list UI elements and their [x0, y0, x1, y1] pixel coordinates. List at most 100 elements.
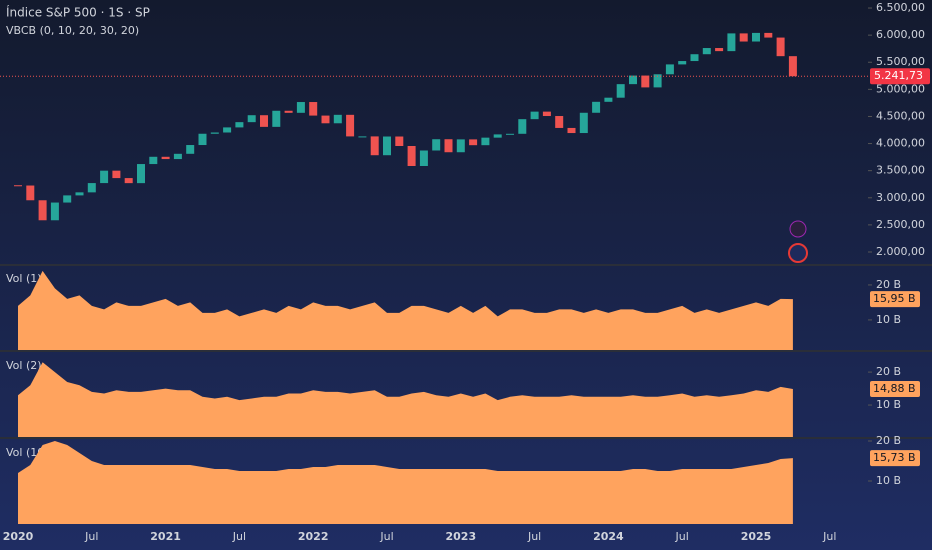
candle [456, 139, 465, 153]
flag-icon[interactable] [788, 243, 808, 263]
candle [223, 127, 232, 133]
candle [14, 185, 22, 187]
candle [776, 37, 785, 57]
candle [198, 133, 207, 146]
x-tick-label: 2024 [593, 530, 624, 543]
candle [333, 114, 342, 124]
y-tick-label: 3.500,00 [876, 164, 925, 177]
value-tag [870, 450, 920, 467]
candle [432, 139, 441, 151]
value-tag-label: 14,88 B [873, 382, 916, 395]
pane-title: Vol (1) [6, 272, 42, 285]
candle [247, 115, 256, 123]
indicator-label: VBCB (0, 10, 20, 30, 20) [6, 24, 139, 37]
candle [87, 183, 96, 193]
candle [579, 112, 588, 134]
x-tick-label: Jul [822, 530, 836, 543]
candle [112, 170, 121, 179]
candle [493, 134, 502, 138]
x-tick-label: 2025 [741, 530, 772, 543]
candle [321, 115, 330, 124]
y-tick-label: 10 B [876, 474, 901, 487]
candle [542, 111, 551, 117]
candle [63, 195, 72, 203]
candle [530, 111, 539, 120]
candle [346, 114, 355, 137]
y-tick-label: 2.500,00 [876, 218, 925, 231]
y-tick-label: 20 B [876, 434, 901, 447]
x-tick-label: 2023 [445, 530, 476, 543]
candle [137, 164, 145, 184]
y-tick-label: 5.500,00 [876, 55, 925, 68]
value-tag [870, 291, 920, 308]
candle [272, 110, 281, 127]
candle [358, 136, 367, 138]
candle [629, 75, 637, 85]
x-tick-label: Jul [379, 530, 393, 543]
candle [296, 102, 305, 113]
x-tick-label: Jul [84, 530, 98, 543]
y-tick-label: 4.500,00 [876, 109, 925, 122]
y-tick-label: 6.000,00 [876, 28, 925, 41]
y-tick-label: 3.000,00 [876, 191, 925, 204]
x-tick-label: Jul [232, 530, 246, 543]
candle [75, 192, 84, 196]
x-tick-label: 2022 [298, 530, 329, 543]
candle [653, 74, 662, 88]
candle [26, 185, 35, 201]
price-tag [870, 68, 930, 85]
volume-area [18, 270, 793, 350]
y-tick-label: 2.000,00 [876, 245, 925, 258]
candle [124, 178, 133, 184]
candle [210, 132, 219, 134]
candle [38, 200, 47, 221]
candle [395, 136, 404, 146]
candle [383, 136, 391, 156]
candle [788, 56, 797, 77]
candle [665, 64, 674, 75]
candle [641, 75, 650, 88]
candle [702, 48, 711, 55]
candle [518, 119, 527, 134]
y-tick-label: 10 B [876, 313, 901, 326]
value-tag-label: 15,95 B [873, 292, 916, 305]
price-tag-label: 5.241,73 [874, 69, 923, 82]
candle [173, 153, 182, 160]
y-tick-label: 20 B [876, 365, 901, 378]
chart-title: Índice S&P 500 · 1S · SP [6, 5, 150, 20]
candle [309, 102, 318, 116]
candle [715, 48, 724, 52]
candle [764, 32, 773, 38]
candle [419, 150, 428, 167]
candle [235, 122, 244, 128]
candle [752, 32, 760, 42]
candle [260, 115, 268, 127]
candle [284, 110, 293, 113]
candle [678, 61, 687, 65]
x-tick-label: 2020 [3, 530, 34, 543]
x-tick-label: Jul [527, 530, 541, 543]
candle [567, 127, 576, 134]
candle [506, 133, 514, 135]
candle [727, 33, 736, 52]
candle [604, 97, 613, 102]
candle [481, 137, 490, 146]
candle [370, 136, 379, 156]
candle [161, 156, 170, 160]
volume-area [18, 441, 793, 524]
candle [739, 33, 748, 42]
candle [469, 139, 478, 146]
candle [407, 145, 416, 167]
candle [616, 84, 625, 98]
candle [592, 101, 601, 113]
y-tick-label: 4.000,00 [876, 137, 925, 150]
event-icon[interactable] [789, 220, 807, 238]
pane-title: Vol (2) [6, 359, 42, 372]
candle [100, 170, 109, 184]
candle [186, 145, 195, 154]
candle [149, 156, 158, 165]
candle [690, 54, 699, 62]
y-tick-label: 5.000,00 [876, 82, 925, 95]
